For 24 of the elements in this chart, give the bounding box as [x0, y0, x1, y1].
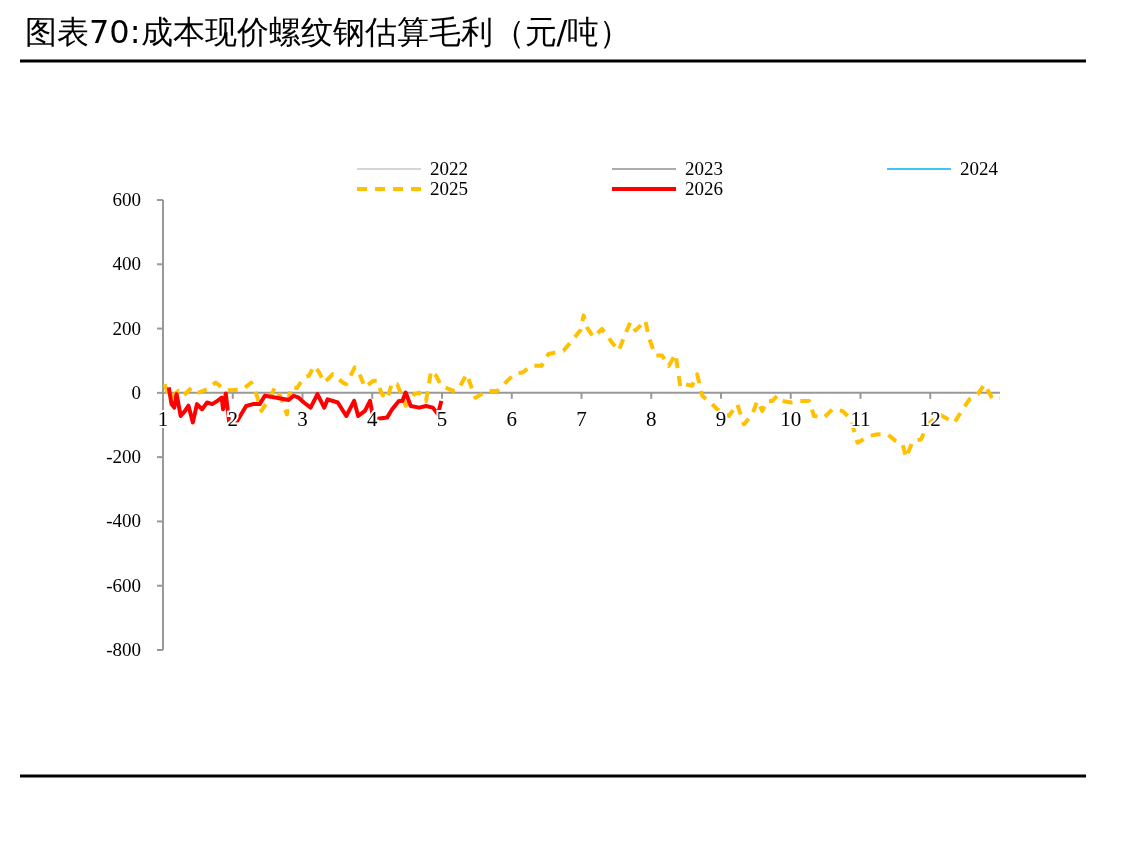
y-tick-label: -800 — [106, 639, 141, 660]
x-tick-label: 8 — [646, 406, 657, 431]
y-tick-label: 0 — [131, 381, 141, 403]
x-tick-label: 6 — [506, 406, 517, 431]
legend-label: 2022 — [430, 158, 468, 179]
x-tick-label: 11 — [850, 406, 871, 431]
y-tick-label: -600 — [106, 574, 141, 596]
y-tick-label: -200 — [106, 446, 141, 468]
legend-label: 2025 — [430, 178, 468, 199]
x-tick-label: 12 — [919, 406, 941, 431]
x-tick-label: 10 — [780, 406, 802, 431]
x-tick-label: 5 — [436, 406, 448, 431]
y-tick-label: 200 — [112, 317, 141, 339]
x-tick-label: 9 — [715, 406, 727, 431]
legend-label: 2026 — [685, 178, 723, 199]
legend-label: 2024 — [960, 158, 999, 179]
y-tick-label: 400 — [112, 253, 141, 275]
chart-title: 图表70:成本现价螺纹钢估算毛利（元/吨） — [25, 13, 632, 51]
legend-label: 2023 — [685, 158, 723, 179]
y-tick-label: 600 — [112, 189, 141, 210]
y-tick-label: -400 — [106, 510, 141, 532]
x-tick-label: 1 — [157, 406, 169, 431]
x-tick-label: 7 — [576, 406, 587, 431]
x-tick-label: 3 — [297, 406, 308, 431]
